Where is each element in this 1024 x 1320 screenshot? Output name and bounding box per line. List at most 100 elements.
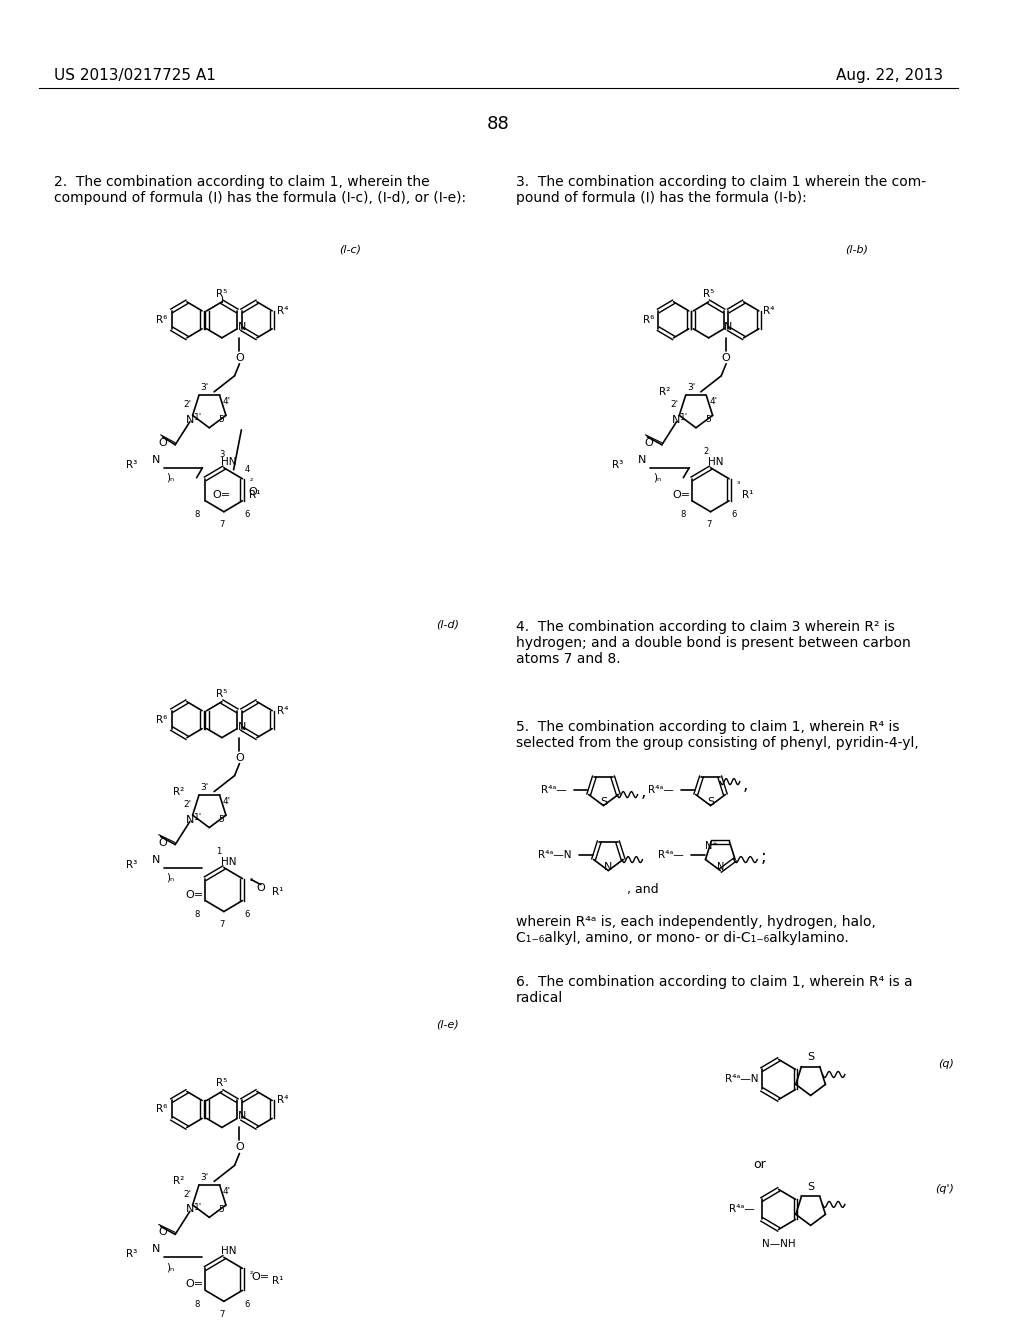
Text: 7: 7 — [219, 520, 224, 529]
Text: (l-e): (l-e) — [436, 1019, 459, 1030]
Text: 7: 7 — [706, 520, 712, 529]
Text: N: N — [238, 1111, 246, 1122]
Text: R⁴ᵃ—N: R⁴ᵃ—N — [725, 1074, 759, 1085]
Text: Aug. 22, 2013: Aug. 22, 2013 — [836, 67, 943, 83]
Text: O=: O= — [673, 490, 690, 500]
Text: O=: O= — [213, 490, 231, 500]
Text: R⁵: R⁵ — [216, 1078, 227, 1089]
Text: O: O — [236, 752, 244, 763]
Text: O=: O= — [252, 1272, 270, 1282]
Text: 8: 8 — [194, 909, 200, 919]
Text: S: S — [807, 1052, 814, 1063]
Text: R⁶: R⁶ — [643, 315, 654, 325]
Text: N: N — [638, 455, 646, 465]
Text: , and: , and — [627, 883, 658, 896]
Text: R¹: R¹ — [741, 490, 754, 500]
Text: 1: 1 — [216, 847, 221, 857]
Text: R⁴ᵃ—: R⁴ᵃ— — [541, 784, 566, 795]
Text: wherein R⁴ᵃ is, each independently, hydrogen, halo,
C₁₋₆alkyl, amino, or mono- o: wherein R⁴ᵃ is, each independently, hydr… — [516, 915, 876, 945]
Text: 88: 88 — [487, 115, 510, 133]
Text: ³: ³ — [736, 480, 739, 490]
Text: R³: R³ — [612, 459, 624, 470]
Text: R⁵: R⁵ — [216, 689, 227, 698]
Text: )ₙ: )ₙ — [653, 473, 662, 483]
Text: O: O — [249, 487, 257, 496]
Text: R⁴ᵃ—: R⁴ᵃ— — [657, 850, 683, 859]
Text: R⁴: R⁴ — [276, 706, 288, 715]
Text: 1': 1' — [680, 413, 688, 422]
Text: (q'): (q') — [935, 1184, 954, 1195]
Text: 4': 4' — [223, 1187, 230, 1196]
Text: 4: 4 — [245, 465, 250, 474]
Text: N: N — [152, 854, 160, 865]
Text: ²: ² — [250, 478, 253, 486]
Text: R¹: R¹ — [249, 490, 261, 500]
Text: )ₙ: )ₙ — [166, 473, 174, 483]
Text: 7: 7 — [219, 1309, 224, 1319]
Text: O: O — [236, 352, 244, 363]
Text: R⁶: R⁶ — [156, 714, 167, 725]
Text: N: N — [724, 322, 732, 331]
Text: 2.  The combination according to claim 1, wherein the
compound of formula (I) ha: 2. The combination according to claim 1,… — [53, 176, 466, 205]
Text: 8: 8 — [194, 511, 200, 519]
Text: ²: ² — [250, 876, 253, 886]
Text: O=: O= — [185, 1279, 204, 1290]
Text: N: N — [185, 1204, 194, 1214]
Text: 6: 6 — [731, 511, 736, 519]
Text: (l-c): (l-c) — [339, 246, 361, 255]
Text: N: N — [673, 414, 681, 425]
Text: O: O — [158, 1228, 167, 1237]
Text: R³: R³ — [126, 459, 137, 470]
Text: N: N — [238, 322, 246, 331]
Text: 2': 2' — [183, 1189, 191, 1199]
Text: R⁶: R⁶ — [156, 315, 167, 325]
Text: R¹: R¹ — [271, 1276, 283, 1287]
Text: ;: ; — [761, 847, 767, 866]
Text: O: O — [158, 838, 167, 847]
Text: S: S — [707, 796, 714, 807]
Text: R²: R² — [172, 787, 183, 796]
Text: 5': 5' — [219, 814, 227, 824]
Text: (q): (q) — [938, 1060, 954, 1069]
Text: 1': 1' — [194, 413, 202, 422]
Text: )ₙ: )ₙ — [166, 1262, 174, 1272]
Text: S: S — [600, 796, 607, 807]
Text: N: N — [185, 414, 194, 425]
Text: 4.  The combination according to claim 3 wherein R² is
hydrogen; and a double bo: 4. The combination according to claim 3 … — [516, 619, 910, 667]
Text: HN: HN — [221, 1246, 237, 1257]
Text: 4': 4' — [223, 397, 230, 407]
Text: 6: 6 — [245, 1300, 250, 1309]
Text: 7: 7 — [219, 920, 224, 929]
Text: R⁴: R⁴ — [276, 1096, 288, 1105]
Text: O=: O= — [185, 890, 204, 899]
Text: S: S — [807, 1183, 814, 1192]
Text: N⁺: N⁺ — [705, 841, 718, 850]
Text: O: O — [645, 438, 653, 447]
Text: R⁵: R⁵ — [216, 289, 227, 298]
Text: N: N — [152, 455, 160, 465]
Text: (l-d): (l-d) — [436, 619, 459, 630]
Text: ,: , — [742, 776, 749, 793]
Text: 8: 8 — [194, 1300, 200, 1309]
Text: 8: 8 — [681, 511, 686, 519]
Text: 4': 4' — [710, 397, 718, 407]
Text: 5.  The combination according to claim 1, wherein R⁴ is
selected from the group : 5. The combination according to claim 1,… — [516, 719, 919, 750]
Text: R³: R³ — [126, 859, 137, 870]
Text: O: O — [256, 883, 265, 892]
Text: O: O — [158, 438, 167, 447]
Text: 6: 6 — [245, 909, 250, 919]
Text: 4': 4' — [223, 797, 230, 807]
Text: R⁴ᵃ—N: R⁴ᵃ—N — [538, 850, 571, 859]
Text: 2': 2' — [183, 800, 191, 809]
Text: R²: R² — [659, 387, 671, 397]
Text: N: N — [238, 722, 246, 731]
Text: 6: 6 — [245, 511, 250, 519]
Text: R⁴ᵃ—: R⁴ᵃ— — [729, 1204, 755, 1214]
Text: R⁴: R⁴ — [276, 306, 288, 315]
Text: 6.  The combination according to claim 1, wherein R⁴ is a
radical: 6. The combination according to claim 1,… — [516, 974, 912, 1005]
Text: HN: HN — [708, 457, 723, 467]
Text: 3': 3' — [201, 783, 209, 792]
Text: R²: R² — [172, 1176, 183, 1187]
Text: 1': 1' — [194, 813, 202, 822]
Text: )ₙ: )ₙ — [166, 873, 174, 883]
